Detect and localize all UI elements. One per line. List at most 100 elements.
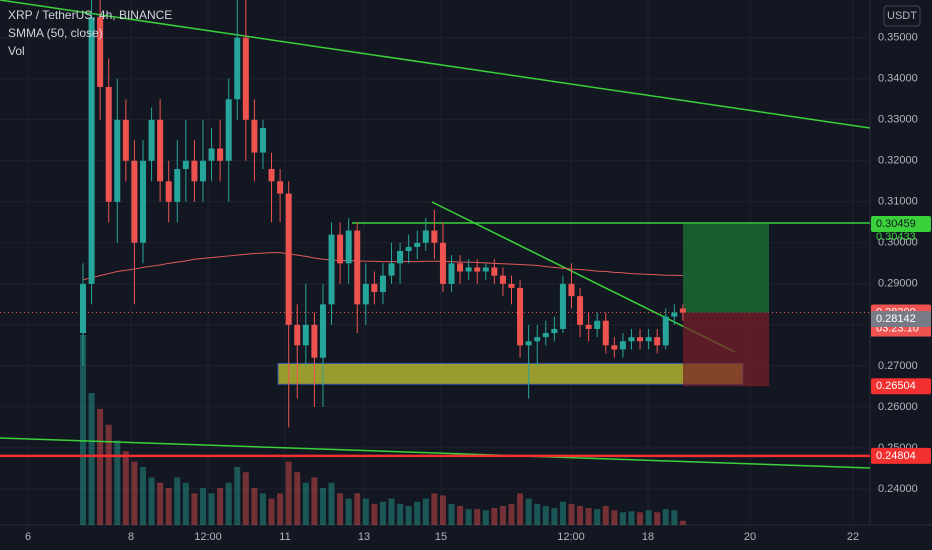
candle-body (619, 341, 626, 350)
volume-bar (525, 498, 532, 525)
volume-bar (234, 466, 241, 525)
volume-bar (654, 512, 661, 525)
volume-bar (259, 493, 266, 525)
volume-bar (491, 508, 498, 525)
candle-body (397, 251, 404, 264)
candle-body (122, 119, 129, 161)
volume-bar (628, 511, 635, 525)
volume-bar (225, 482, 232, 525)
volume-bar (371, 503, 378, 525)
y-tick-label: 0.31000 (878, 196, 918, 208)
candle-body (345, 230, 352, 264)
chart-title: XRP / TetherUS, 4h, BINANCE (8, 8, 172, 22)
volume-bar (671, 510, 678, 525)
x-tick-label: 11 (279, 531, 290, 543)
volume-bar (148, 477, 155, 525)
currency-box[interactable] (883, 5, 921, 27)
smma-line (82, 252, 683, 281)
candle-body (337, 234, 344, 264)
candle-body (131, 160, 138, 243)
volume-bar (131, 461, 138, 525)
candle-body (594, 320, 601, 329)
candle-body (388, 263, 395, 276)
x-tick-label: 20 (744, 531, 756, 543)
volume-bar (474, 509, 481, 525)
volume-bar (559, 501, 566, 525)
x-tick-label: 13 (358, 531, 370, 543)
candle-body (285, 193, 292, 325)
volume-bar (174, 477, 181, 525)
volume-bar (517, 493, 524, 525)
candle-body (294, 324, 301, 346)
volume-bar (465, 509, 472, 525)
volume-bar (328, 482, 335, 525)
currency[interactable]: USDT (887, 10, 917, 22)
volume-bar (105, 424, 112, 525)
x-tick-label: 15 (435, 531, 447, 543)
volume-bar (285, 461, 292, 525)
volume-bar (277, 493, 284, 525)
last-price-label-bg (871, 311, 931, 328)
volume-bar (448, 503, 455, 525)
volume (80, 335, 686, 525)
volume-bar (88, 393, 95, 525)
volume-bar (499, 506, 506, 525)
candle-body (277, 181, 284, 194)
y-tick-label: 0.26000 (878, 401, 918, 413)
support-label-bg (871, 447, 931, 464)
volume-bar (251, 488, 258, 525)
candle-body (499, 275, 506, 284)
candles (80, 0, 686, 428)
candle-body (225, 99, 232, 161)
candle-body (191, 160, 198, 182)
candle-body (654, 337, 661, 346)
y-tick-label: 0.33000 (878, 114, 918, 126)
candle-body (671, 312, 678, 317)
volume-bar (508, 503, 515, 525)
candle-body (585, 324, 592, 329)
candle-body (362, 283, 369, 305)
candle-body (354, 230, 361, 305)
support-label: 0.24804 (876, 450, 916, 462)
candle-body (662, 316, 669, 346)
volume-bar (345, 498, 352, 525)
candle-body (534, 337, 541, 342)
candle-body (234, 37, 241, 100)
candle-body (422, 230, 429, 243)
candle-body (157, 119, 164, 182)
volume-bar (662, 509, 669, 525)
candle-body (568, 283, 575, 297)
stop-label-bg (871, 378, 931, 395)
candle-body (199, 160, 206, 182)
candle-body (491, 267, 498, 276)
candle-body (465, 267, 472, 272)
candle-body (379, 275, 386, 293)
candle-body (525, 341, 532, 346)
candle-body (371, 283, 378, 293)
target-label: 0.30459 (876, 218, 916, 230)
candle-body (268, 168, 275, 182)
volume-bar (199, 488, 206, 525)
volume-bar (679, 520, 686, 525)
indicator-label: SMMA (50, close) (8, 26, 103, 40)
volume-bar (542, 506, 549, 525)
x-tick-label: 18 (642, 531, 654, 543)
candle-body (602, 320, 609, 346)
volume-bar (602, 506, 609, 525)
volume-bar (414, 501, 421, 525)
candle-body (165, 181, 172, 202)
candle-body (431, 230, 438, 243)
candle-body (88, 17, 95, 284)
axis: 0.240000.250000.260000.270000.280000.290… (25, 32, 931, 543)
candle-body (559, 283, 566, 329)
volume-bar (577, 506, 584, 525)
y-tick-label: 0.27000 (878, 360, 918, 372)
volume-bar (208, 493, 215, 525)
candle-body (439, 242, 446, 284)
candle-body (474, 267, 481, 272)
candle-body (182, 160, 189, 169)
candle-body (105, 86, 112, 202)
candle-body (80, 283, 86, 334)
stop-zone (683, 312, 769, 387)
candle-body (517, 287, 524, 346)
